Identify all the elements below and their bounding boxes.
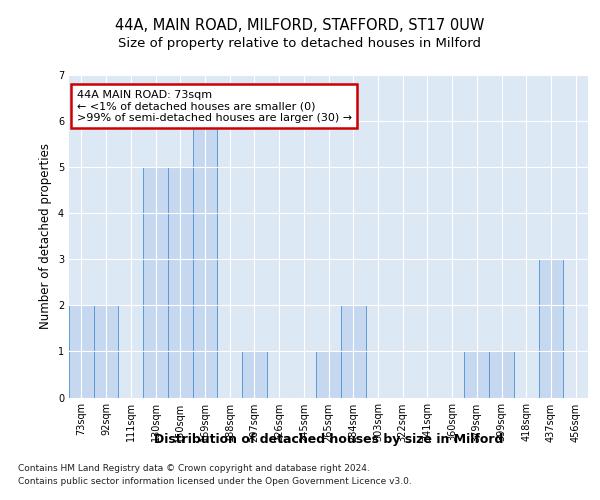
Bar (193, 121, 217, 398)
Text: Contains public sector information licensed under the Open Government Licence v3: Contains public sector information licen… (18, 477, 412, 486)
Text: Contains HM Land Registry data © Crown copyright and database right 2024.: Contains HM Land Registry data © Crown c… (18, 464, 370, 473)
Bar (242, 352, 267, 398)
Y-axis label: Number of detached properties: Number of detached properties (40, 143, 52, 329)
Bar (316, 352, 341, 398)
Text: 44A MAIN ROAD: 73sqm
← <1% of detached houses are smaller (0)
>99% of semi-detac: 44A MAIN ROAD: 73sqm ← <1% of detached h… (77, 90, 352, 122)
Bar (464, 352, 489, 398)
Text: Distribution of detached houses by size in Milford: Distribution of detached houses by size … (154, 432, 503, 446)
Bar (94, 306, 118, 398)
Bar (489, 352, 514, 398)
Bar (539, 260, 563, 398)
Bar (143, 167, 168, 398)
Bar (69, 306, 94, 398)
Text: Size of property relative to detached houses in Milford: Size of property relative to detached ho… (119, 38, 482, 51)
Bar (168, 167, 193, 398)
Bar (341, 306, 365, 398)
Text: 44A, MAIN ROAD, MILFORD, STAFFORD, ST17 0UW: 44A, MAIN ROAD, MILFORD, STAFFORD, ST17 … (115, 18, 485, 32)
